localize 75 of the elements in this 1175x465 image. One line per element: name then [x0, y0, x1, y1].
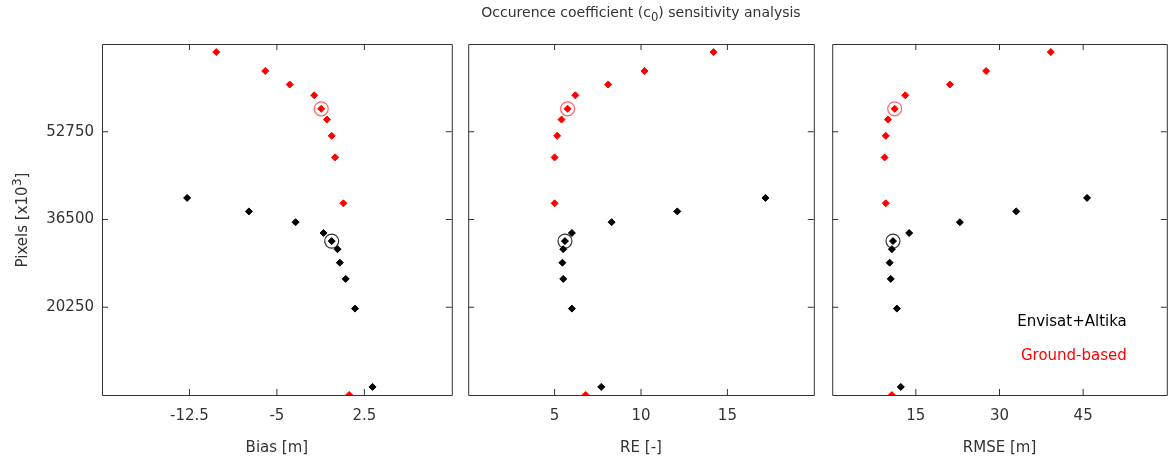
x-tick-label: 45	[1073, 405, 1093, 424]
point	[324, 233, 340, 249]
point	[310, 91, 319, 100]
point	[368, 382, 377, 391]
point	[323, 115, 332, 124]
chart-title: Occurence coefficient (c$_{0}$) sensitivity analysis	[480, 4, 802, 24]
point	[885, 233, 901, 249]
x-tick-label: 5	[549, 405, 560, 424]
text: Ground-based	[1020, 345, 1127, 364]
x-tick-label: 2.5	[352, 405, 377, 424]
point	[880, 153, 889, 162]
point	[559, 101, 576, 117]
x-tick-label: -12.5	[170, 405, 209, 424]
point	[905, 229, 914, 237]
point	[901, 91, 910, 100]
point	[887, 245, 896, 254]
point	[331, 153, 340, 162]
point	[558, 258, 567, 267]
text: Envisat+Altika	[1017, 311, 1127, 330]
y-tick-label: 20250	[46, 297, 94, 316]
point	[550, 153, 559, 162]
point	[291, 218, 300, 227]
y-tick-label: 52750	[46, 121, 94, 140]
point	[673, 207, 682, 216]
point	[945, 80, 954, 89]
point	[886, 274, 895, 283]
x-tick-label: 30	[989, 405, 1010, 424]
point	[559, 245, 568, 254]
point	[982, 67, 991, 75]
point	[261, 67, 270, 75]
point	[640, 67, 649, 75]
point	[550, 199, 559, 208]
x-tick-label: 10	[631, 405, 651, 424]
point	[333, 245, 342, 254]
point	[885, 258, 894, 267]
point	[285, 80, 294, 89]
point	[1083, 193, 1092, 202]
point	[567, 304, 576, 313]
point	[553, 131, 562, 140]
x-axis-title: RE [-]	[620, 437, 662, 456]
point	[1046, 48, 1055, 57]
point	[212, 48, 221, 57]
point	[604, 80, 613, 89]
point	[559, 274, 568, 283]
point	[709, 48, 718, 57]
point	[883, 115, 892, 124]
point	[597, 382, 606, 391]
point	[339, 199, 348, 208]
point	[557, 233, 573, 249]
y-tick-label: 36500	[46, 209, 94, 228]
point	[892, 304, 901, 313]
point	[319, 229, 328, 237]
point	[607, 218, 616, 227]
point	[1012, 207, 1021, 216]
point	[183, 193, 192, 202]
point	[244, 207, 253, 216]
x-axis-title: Bias [m]	[245, 437, 309, 456]
point	[887, 101, 903, 117]
point	[881, 199, 890, 208]
point	[896, 382, 905, 391]
x-tick-label: -5	[269, 405, 285, 424]
x-axis-title: RMSE [m]	[962, 437, 1037, 456]
point	[557, 115, 566, 124]
point	[761, 193, 770, 202]
point	[335, 258, 344, 267]
point	[567, 229, 576, 237]
point	[313, 101, 329, 117]
point	[351, 304, 360, 313]
point	[341, 274, 350, 283]
point	[571, 91, 580, 100]
point	[955, 218, 964, 227]
point	[881, 131, 890, 140]
x-tick-label: 15	[717, 405, 737, 424]
point	[327, 131, 336, 140]
x-tick-label: 15	[906, 405, 926, 424]
